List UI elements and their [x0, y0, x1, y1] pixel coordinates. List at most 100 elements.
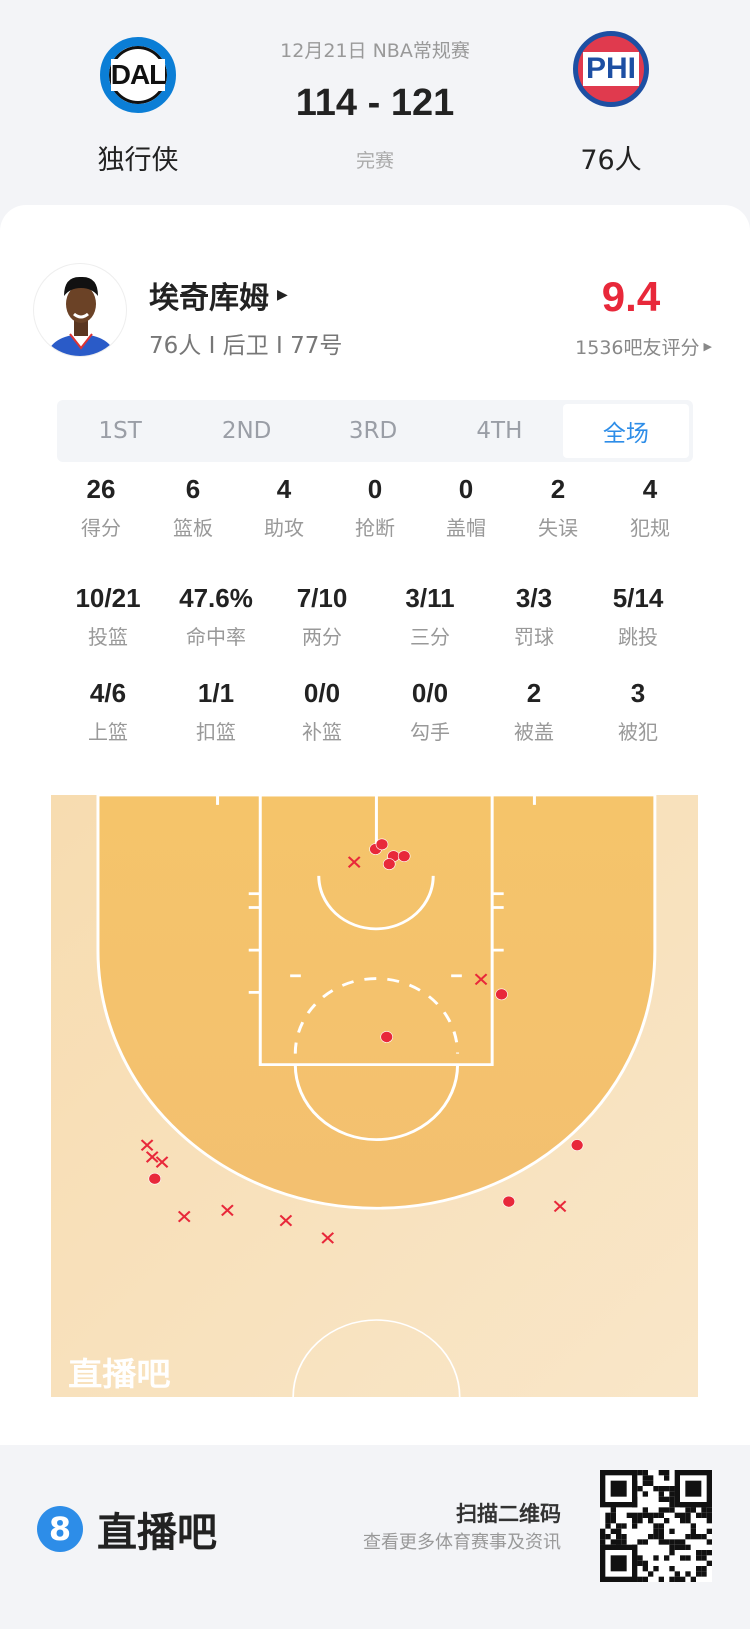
stat-抢断: 0 抢断 — [355, 474, 395, 541]
game-date-league: 12月21日 NBA常规赛 — [280, 40, 470, 62]
away-team-name[interactable]: 76人 — [580, 145, 642, 176]
stat-value: 3 — [630, 678, 646, 708]
stat-value: 0/0 — [411, 678, 449, 708]
made-shot-marker — [502, 1195, 516, 1208]
stat-value: 6 — [185, 474, 201, 504]
brand-logo: 8 直播吧 — [37, 1500, 217, 1558]
missed-shot-marker — [140, 1139, 154, 1151]
brand-8-icon: 8 — [37, 1506, 83, 1552]
away-team-logo[interactable]: PHI — [573, 31, 649, 107]
stat-label: 犯规 — [630, 516, 670, 540]
player-rating: 9.4 — [601, 273, 661, 320]
stat-label: 被犯 — [618, 720, 658, 744]
stat-投篮: 10/21 投篮 — [75, 583, 140, 650]
player-name-link[interactable]: 埃奇库姆 ▶ — [149, 281, 288, 316]
missed-shot-marker — [347, 856, 361, 868]
stat-三分: 3/11 三分 — [405, 583, 454, 650]
stat-犯规: 4 犯规 — [630, 474, 670, 541]
stat-勾手: 0/0 勾手 — [410, 678, 450, 745]
free-throw-lane — [258, 795, 494, 1066]
stat-label: 得分 — [81, 516, 121, 540]
stat-label: 补篮 — [302, 720, 342, 744]
stat-value: 3/3 — [515, 583, 553, 613]
missed-shot-marker — [155, 1156, 169, 1168]
stat-补篮: 0/0 补篮 — [302, 678, 342, 745]
made-shot-marker — [570, 1139, 584, 1151]
missed-shot-marker — [145, 1151, 159, 1163]
stat-value: 1/1 — [197, 678, 235, 708]
stat-label: 盖帽 — [446, 516, 486, 540]
stat-被盖: 2 被盖 — [514, 678, 554, 745]
stat-label: 勾手 — [410, 720, 450, 744]
stat-助攻: 4 助攻 — [264, 474, 304, 541]
stat-label: 被盖 — [514, 720, 554, 744]
scan-title: 扫描二维码 — [456, 1502, 561, 1526]
stat-篮板: 6 篮板 — [173, 474, 213, 541]
stat-label: 命中率 — [185, 625, 246, 649]
rating-link[interactable]: 1536吧友评分 ▶ — [575, 337, 712, 359]
stat-value: 3/11 — [405, 583, 455, 613]
center-circle — [292, 1319, 461, 1397]
stat-罚球: 3/3 罚球 — [514, 583, 554, 650]
missed-shot-marker — [279, 1214, 293, 1227]
stat-label: 跳投 — [617, 625, 658, 649]
tab-2nd[interactable]: 2ND — [221, 418, 272, 444]
caret-right-icon: ▶ — [703, 340, 712, 353]
stat-value: 4/6 — [89, 678, 127, 708]
stat-上篮: 4/6 上篮 — [88, 678, 128, 745]
tab-3rd[interactable]: 3RD — [348, 418, 398, 444]
stat-value: 2 — [550, 474, 566, 504]
made-shot-marker — [397, 850, 411, 863]
stat-value: 10/21 — [75, 583, 141, 613]
tab-1st[interactable]: 1ST — [98, 418, 142, 444]
home-team-logo[interactable]: DAL — [100, 37, 176, 113]
stat-label: 罚球 — [514, 625, 554, 649]
stat-label: 投篮 — [87, 625, 128, 649]
stat-得分: 26 得分 — [81, 474, 121, 541]
stat-扣篮: 1/1 扣篮 — [196, 678, 236, 745]
stat-label: 扣篮 — [196, 720, 236, 744]
free-throw-circle-top — [293, 977, 460, 1054]
missed-shot-marker — [553, 1200, 567, 1213]
stat-label: 三分 — [409, 625, 450, 649]
player-avatar[interactable] — [33, 263, 127, 357]
player-photo-icon — [46, 276, 116, 356]
stat-命中率: 47.6% 命中率 — [179, 583, 253, 650]
stat-label: 失误 — [538, 516, 578, 540]
made-shot-marker — [495, 988, 508, 1001]
stat-失误: 2 失误 — [538, 474, 578, 541]
stat-跳投: 5/14 跳投 — [613, 583, 664, 650]
shot-chart: 直播吧 — [51, 795, 698, 1397]
tab-full-game[interactable]: 全场 — [562, 404, 690, 458]
player-info: 76人 I 后卫 I 77号 — [149, 333, 343, 359]
caret-right-icon: ▶ — [277, 287, 288, 303]
stat-value: 26 — [86, 474, 116, 504]
restricted-area-arc — [317, 875, 435, 931]
stat-label: 上篮 — [88, 720, 128, 744]
scan-subtitle: 查看更多体育赛事及资讯 — [363, 1532, 561, 1553]
made-shot-marker — [382, 858, 396, 870]
made-shot-marker — [375, 838, 389, 851]
stat-value: 4 — [642, 474, 658, 504]
stat-value: 0 — [458, 474, 474, 504]
stat-label: 抢断 — [355, 516, 395, 540]
stat-label: 助攻 — [264, 516, 304, 540]
qr-code-icon[interactable] — [600, 1470, 712, 1582]
stat-value: 2 — [526, 678, 542, 708]
stat-两分: 7/10 两分 — [297, 583, 348, 650]
missed-shot-marker — [321, 1232, 335, 1244]
game-score: 114 - 121 — [295, 82, 455, 124]
stat-value: 47.6% — [179, 583, 253, 613]
home-team-name[interactable]: 独行侠 — [97, 145, 179, 176]
quarter-tabs: 1ST 2ND 3RD 4TH 全场 — [57, 400, 693, 462]
game-status: 完赛 — [355, 150, 395, 172]
stat-value: 4 — [276, 474, 292, 504]
missed-shot-marker — [221, 1204, 234, 1217]
three-point-line — [96, 795, 657, 1210]
missed-shot-marker — [177, 1210, 191, 1223]
stat-label: 两分 — [301, 625, 342, 649]
stat-value: 7/10 — [296, 583, 348, 613]
made-shot-marker — [148, 1172, 162, 1185]
tab-4th[interactable]: 4TH — [476, 418, 523, 444]
stat-value: 0 — [367, 474, 383, 504]
